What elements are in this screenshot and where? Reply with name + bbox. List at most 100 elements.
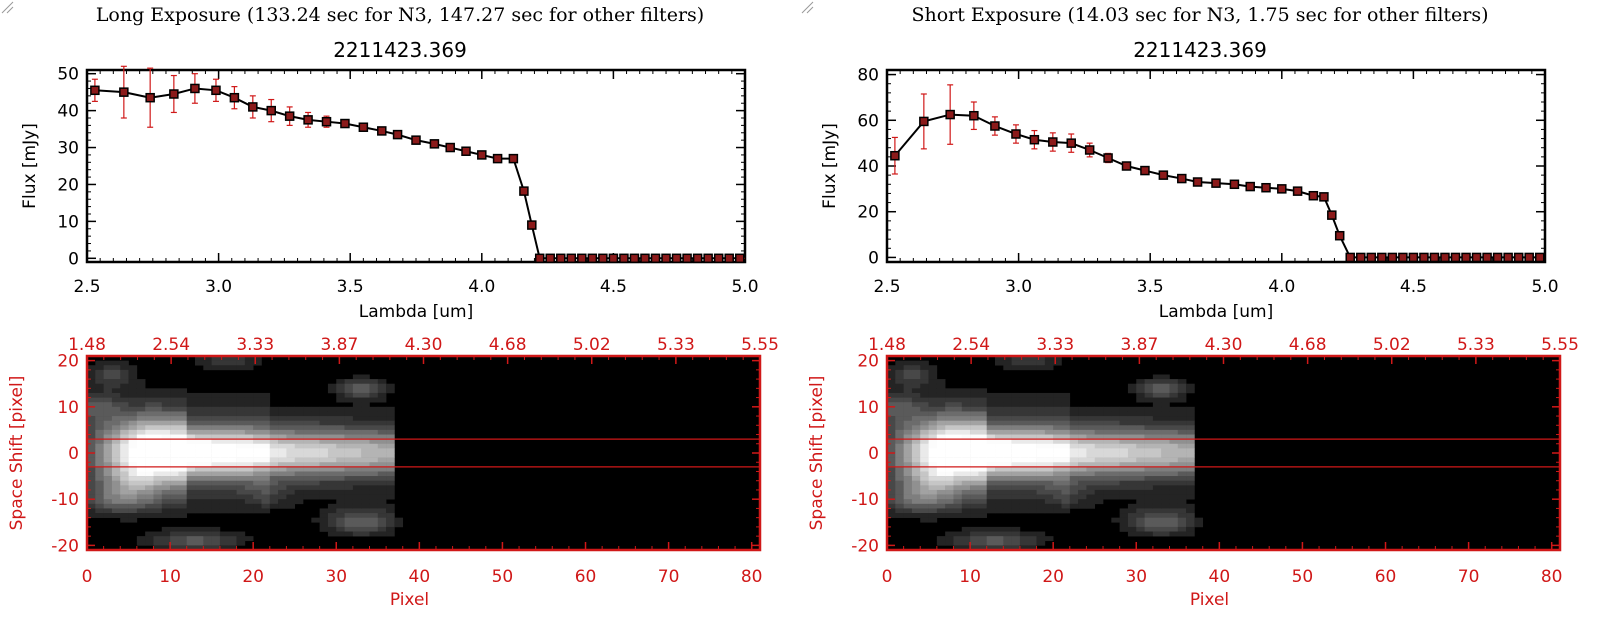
- image-cell: [195, 476, 204, 482]
- image-cell: [986, 480, 996, 486]
- image-cell: [203, 466, 212, 472]
- image-cell: [203, 471, 212, 477]
- image-cell: [1086, 406, 1096, 412]
- image-cell: [178, 466, 188, 472]
- image-cell: [895, 489, 904, 495]
- image-cell: [311, 466, 320, 472]
- image-cell: [1144, 508, 1154, 514]
- image-cell: [986, 540, 996, 546]
- resize-grip-icon[interactable]: [800, 0, 814, 14]
- image-cell: [186, 443, 196, 449]
- image-cell: [278, 411, 287, 417]
- image-cell: [344, 517, 354, 523]
- image-cell: [1069, 416, 1079, 421]
- image-cell: [1161, 388, 1170, 394]
- image-cell: [986, 545, 996, 551]
- image-cell: [953, 416, 963, 421]
- image-cell: [111, 448, 121, 454]
- image-cell: [178, 499, 188, 505]
- image-cell: [1003, 499, 1012, 505]
- image-cell: [336, 480, 345, 486]
- image-cell: [1152, 397, 1162, 403]
- image-cell: [327, 466, 337, 472]
- image-cell: [928, 379, 938, 385]
- image-cell: [344, 406, 354, 412]
- image-cell: [236, 485, 246, 491]
- image-cell: [945, 471, 954, 477]
- image-cell: [961, 439, 971, 445]
- image-cell: [1019, 457, 1029, 463]
- image-cell: [87, 476, 96, 482]
- image-cell: [970, 466, 979, 472]
- image-cell: [1144, 489, 1154, 495]
- image-cell: [103, 503, 113, 509]
- image-cell: [203, 429, 212, 435]
- image-cell: [236, 356, 246, 361]
- y-tick-label: -10: [51, 490, 79, 510]
- image-cell: [95, 457, 104, 463]
- image-cell: [87, 485, 96, 491]
- image-cell: [228, 508, 237, 514]
- image-cell: [1078, 443, 1087, 449]
- image-cell: [219, 489, 229, 495]
- image-cell: [1019, 425, 1029, 431]
- image-cell: [319, 485, 329, 491]
- image-cell: [1086, 439, 1096, 445]
- image-cell: [294, 471, 304, 477]
- image-cell: [1169, 416, 1179, 421]
- image-cell: [344, 411, 354, 417]
- y-tick-label: 10: [857, 398, 879, 418]
- image-cell: [111, 392, 121, 398]
- image-cell: [903, 448, 913, 454]
- image-cell: [120, 429, 129, 435]
- data-point: [303, 115, 313, 125]
- image-cell: [203, 356, 212, 361]
- image-cell: [1152, 513, 1162, 518]
- image-cell: [344, 503, 354, 509]
- x-tick-label: 3.5: [1137, 277, 1164, 297]
- image-cell: [1078, 499, 1087, 505]
- image-cell: [170, 402, 179, 408]
- data-point: [119, 87, 129, 97]
- image-cell: [928, 476, 938, 482]
- image-cell: [903, 369, 913, 375]
- image-cell: [361, 402, 370, 408]
- image-cell: [87, 499, 96, 505]
- image-cell: [178, 397, 188, 403]
- image-cell: [195, 536, 204, 542]
- image-cell: [986, 434, 996, 440]
- image-cell: [136, 383, 146, 389]
- image-cell: [95, 383, 104, 389]
- image-cell: [377, 420, 387, 426]
- image-cell: [344, 531, 354, 537]
- image-cell: [219, 429, 229, 435]
- image-cell: [1169, 457, 1179, 463]
- image-cell: [186, 411, 196, 417]
- image-cell: [219, 448, 229, 454]
- image-cell: [244, 499, 254, 505]
- image-cell: [1144, 420, 1154, 426]
- image-cell: [1036, 420, 1046, 426]
- data-point: [477, 150, 487, 160]
- image-cell: [228, 466, 237, 472]
- image-cell: [120, 434, 129, 440]
- image-cell: [1161, 485, 1170, 491]
- image-cell: [361, 397, 370, 403]
- image-cell: [1119, 522, 1129, 528]
- image-cell: [1169, 453, 1179, 458]
- image-cell: [236, 466, 246, 472]
- image-cell: [261, 416, 271, 421]
- image-cell: [278, 448, 287, 454]
- image-cell: [253, 420, 262, 426]
- image-cell: [145, 388, 154, 394]
- image-cell: [1161, 508, 1170, 514]
- image-cell: [186, 439, 196, 445]
- image-cell: [887, 489, 896, 495]
- resize-grip-icon[interactable]: [0, 0, 14, 14]
- image-cell: [920, 476, 929, 482]
- image-cell: [136, 513, 146, 518]
- image-cell: [970, 536, 979, 542]
- image-cell: [1036, 434, 1046, 440]
- image-cell: [145, 466, 154, 472]
- image-cell: [361, 508, 370, 514]
